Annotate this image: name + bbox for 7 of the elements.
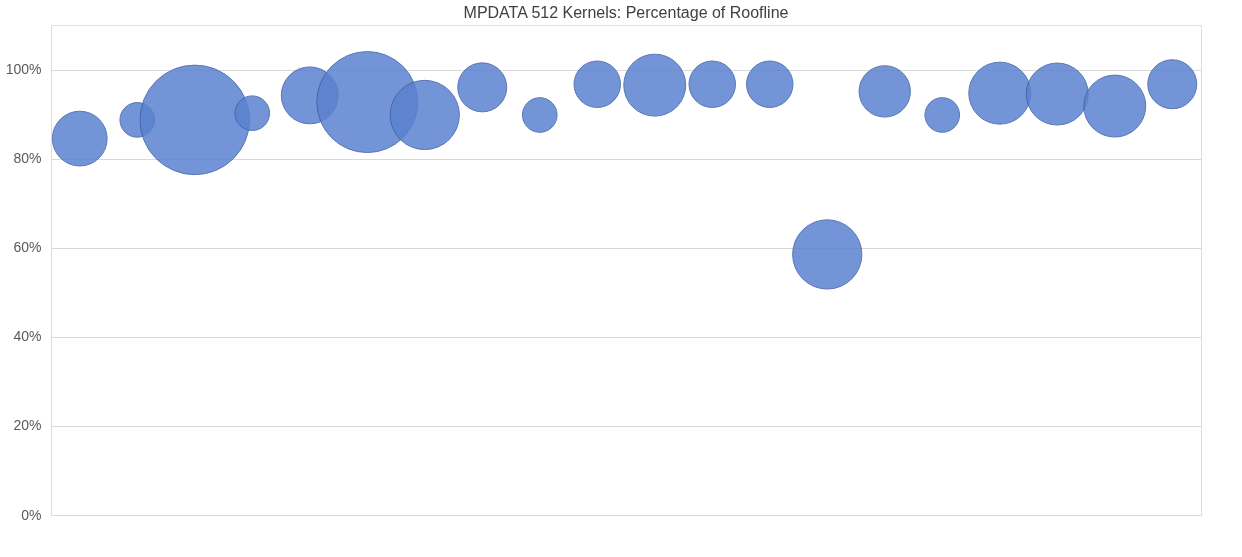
y-tick-label: 20% bbox=[13, 417, 42, 434]
y-tick-label: 60% bbox=[13, 239, 42, 256]
y-tick-label: 100% bbox=[5, 61, 42, 78]
y-tick-label: 0% bbox=[21, 506, 42, 523]
y-tick-label: 80% bbox=[13, 150, 42, 167]
y-tick-label: 40% bbox=[13, 328, 42, 345]
chart-title: MPDATA 512 Kernels: Percentage of Roofline bbox=[463, 4, 789, 21]
